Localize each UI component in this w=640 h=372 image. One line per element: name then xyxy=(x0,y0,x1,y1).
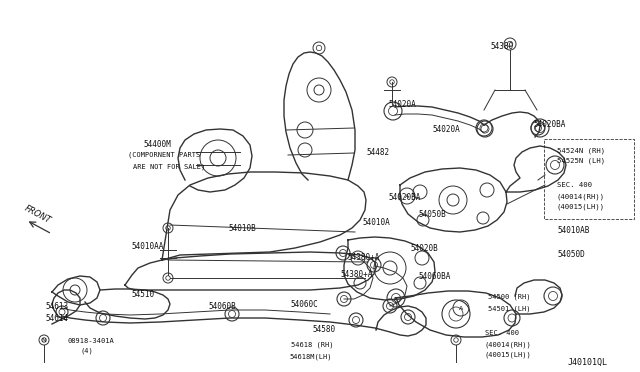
Text: (40014(RH)): (40014(RH)) xyxy=(485,341,532,347)
Text: 54060C: 54060C xyxy=(290,300,317,309)
Text: 54618M(LH): 54618M(LH) xyxy=(289,353,332,359)
Text: N: N xyxy=(42,337,46,343)
Text: 54614: 54614 xyxy=(45,314,68,323)
Text: 54380: 54380 xyxy=(490,42,513,51)
Text: 54020B: 54020B xyxy=(410,244,438,253)
Text: 54010AB: 54010AB xyxy=(557,226,589,235)
Text: 54524N (RH): 54524N (RH) xyxy=(557,147,605,154)
Text: FRONT: FRONT xyxy=(23,204,53,226)
Text: 54380+A: 54380+A xyxy=(340,270,372,279)
Text: (4): (4) xyxy=(80,348,93,355)
Text: 54380+A: 54380+A xyxy=(347,253,380,262)
Text: SEC. 400: SEC. 400 xyxy=(485,330,519,336)
Text: (40014(RH)): (40014(RH)) xyxy=(557,193,605,199)
Text: 54482: 54482 xyxy=(366,148,389,157)
Text: 54580: 54580 xyxy=(312,325,335,334)
Text: 54400M: 54400M xyxy=(143,140,171,149)
Text: (40015(LH)): (40015(LH)) xyxy=(557,204,605,211)
Text: 54501 (LH): 54501 (LH) xyxy=(488,305,531,311)
Text: 54020A: 54020A xyxy=(432,125,460,134)
Text: 54510: 54510 xyxy=(131,290,154,299)
Text: 54010A: 54010A xyxy=(362,218,390,227)
Text: J40101QL: J40101QL xyxy=(568,358,608,367)
Text: 54525N (LH): 54525N (LH) xyxy=(557,158,605,164)
Text: 54010B: 54010B xyxy=(228,224,256,233)
Text: 54020BA: 54020BA xyxy=(388,193,420,202)
Text: 54060BA: 54060BA xyxy=(418,272,451,281)
Text: A: A xyxy=(405,193,409,199)
Text: 54050D: 54050D xyxy=(557,250,585,259)
Text: 54618 (RH): 54618 (RH) xyxy=(291,342,333,349)
Text: SEC. 400: SEC. 400 xyxy=(557,182,592,188)
Text: (40015(LH)): (40015(LH)) xyxy=(485,352,532,359)
Text: (COMPORNENT PARTS: (COMPORNENT PARTS xyxy=(128,152,200,158)
Text: 54060B: 54060B xyxy=(208,302,236,311)
Text: 54500 (RH): 54500 (RH) xyxy=(488,294,531,301)
Text: 54613: 54613 xyxy=(45,302,68,311)
Text: 54010AA: 54010AA xyxy=(131,242,163,251)
Text: ARE NOT FOR SALE): ARE NOT FOR SALE) xyxy=(133,163,205,170)
Text: 54020A: 54020A xyxy=(388,100,416,109)
Text: 08918-3401A: 08918-3401A xyxy=(67,338,114,344)
Text: A: A xyxy=(459,305,463,311)
Text: 54050B: 54050B xyxy=(418,210,445,219)
Text: 54020BA: 54020BA xyxy=(533,120,565,129)
